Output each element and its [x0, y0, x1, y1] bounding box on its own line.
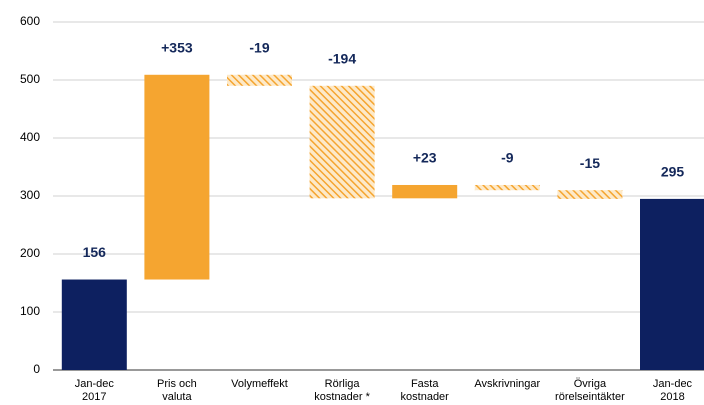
bar	[61, 279, 127, 370]
x-tick-line: Jan-dec	[653, 378, 693, 390]
y-tick-label: 200	[20, 246, 40, 260]
value-label: -9	[501, 150, 514, 166]
bar	[309, 85, 375, 199]
x-tick-label: Fasta kostnader	[401, 378, 450, 403]
x-tick-label: Rörliga kostnader *	[314, 378, 370, 403]
value-label: -19	[249, 39, 269, 55]
bar	[557, 190, 623, 199]
x-tick-line: Volymeffekt	[231, 378, 288, 390]
value-label: 295	[661, 164, 685, 180]
bar	[227, 74, 292, 86]
x-tick-label: Pris och valuta	[157, 378, 197, 403]
x-tick-label: Volymeffekt	[231, 378, 288, 390]
x-tick-line: Pris och	[157, 378, 197, 390]
value-label: -194	[328, 51, 356, 67]
x-tick-label: Avskrivningar	[474, 378, 540, 390]
x-tick-line: Avskrivningar	[474, 378, 540, 390]
x-tick-line: valuta	[162, 391, 192, 403]
y-tick-label: 0	[33, 362, 40, 376]
y-tick-label: 300	[20, 188, 40, 202]
x-tick-line: rörelseintäkter	[555, 391, 625, 403]
bar	[144, 74, 210, 280]
x-tick-line: Jan-dec	[75, 378, 115, 390]
value-label: +23	[413, 150, 437, 166]
value-label: 156	[83, 244, 107, 260]
x-tick-label: Övriga rörelseintäkter	[555, 378, 625, 403]
bar	[474, 184, 540, 191]
x-tick-line: 2017	[82, 391, 106, 403]
y-tick-label: 500	[20, 72, 40, 86]
value-label: +353	[161, 39, 193, 55]
x-tick-label: Jan-dec 2017	[75, 378, 115, 403]
bar	[392, 184, 458, 199]
x-tick-label: Jan-dec 2018	[653, 378, 693, 403]
x-tick-line: kostnader *	[314, 391, 370, 403]
x-tick-line: Fasta	[411, 378, 439, 390]
x-tick-line: Övriga	[574, 378, 607, 390]
value-label: -15	[580, 155, 600, 171]
bar	[640, 198, 704, 370]
x-tick-line: 2018	[660, 391, 684, 403]
x-tick-line: kostnader	[401, 391, 450, 403]
y-tick-label: 100	[20, 304, 40, 318]
y-tick-label: 600	[20, 14, 40, 28]
y-tick-label: 400	[20, 130, 40, 144]
x-tick-line: Rörliga	[325, 378, 361, 390]
